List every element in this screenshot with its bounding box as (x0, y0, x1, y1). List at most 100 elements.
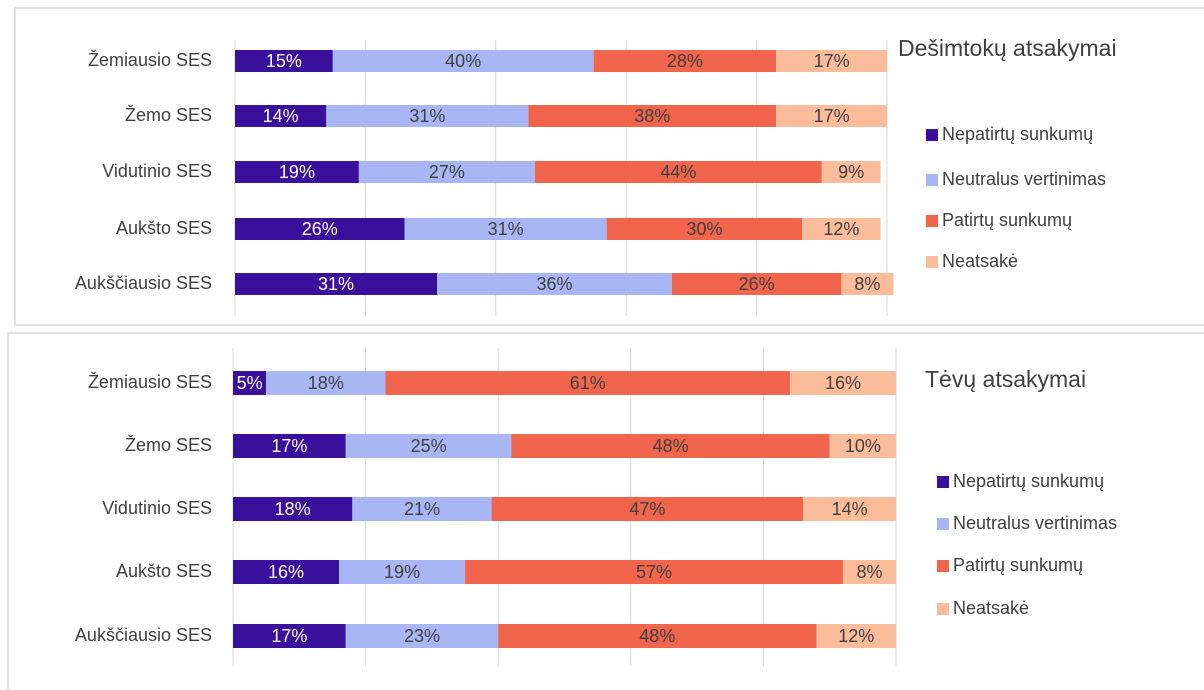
value-label: 19% (384, 562, 420, 582)
value-label: 15% (266, 51, 302, 71)
bar-segment (593, 50, 777, 72)
value-label: 17% (814, 51, 850, 71)
bar-segment (498, 624, 817, 648)
value-label: 57% (636, 562, 672, 582)
value-label: 38% (634, 106, 670, 126)
legend-swatch (937, 518, 949, 530)
value-label: 26% (302, 219, 338, 239)
bar-segment (829, 434, 896, 458)
bar-segment (352, 497, 492, 521)
bar-segment (404, 218, 607, 240)
bar-segment (776, 50, 887, 72)
value-label: 18% (275, 499, 311, 519)
bar-segment (235, 50, 333, 72)
bar-segment (233, 371, 267, 395)
value-label: 5% (237, 373, 263, 393)
bar-segment (266, 371, 386, 395)
bar-segment (385, 371, 790, 395)
legend-label: Neatsakė (942, 251, 1018, 271)
legend-swatch (926, 215, 938, 227)
chart-title: Dešimtokų atsakymai (898, 35, 1117, 61)
legend-swatch (937, 560, 949, 572)
value-label: 40% (445, 51, 481, 71)
bar-segment (233, 560, 340, 584)
category-label: Aukščiausio SES (75, 273, 212, 293)
value-label: 25% (411, 436, 447, 456)
value-label: 8% (856, 562, 882, 582)
bar-segment (358, 161, 535, 183)
legend-swatch (926, 256, 938, 268)
value-label: 61% (570, 373, 606, 393)
bar-segment (802, 218, 881, 240)
category-label: Aukšto SES (116, 218, 212, 238)
value-label: 9% (838, 162, 864, 182)
value-label: 26% (739, 274, 775, 294)
value-label: 8% (854, 274, 880, 294)
value-label: 31% (488, 219, 524, 239)
bar-segment (842, 560, 896, 584)
bar-segment (491, 497, 804, 521)
bar-segment (326, 105, 529, 127)
value-label: 10% (845, 436, 881, 456)
bar-segment (821, 161, 881, 183)
legend-label: Nepatirtų sunkumų (942, 124, 1093, 144)
bar-segment (511, 434, 830, 458)
bar-segment (671, 273, 842, 295)
bar-segment (339, 560, 466, 584)
value-label: 36% (536, 274, 572, 294)
bar-segment (235, 273, 438, 295)
category-label: Aukšto SES (116, 561, 212, 581)
value-label: 17% (814, 106, 850, 126)
value-label: 27% (429, 162, 465, 182)
value-label: 12% (823, 219, 859, 239)
value-label: 18% (308, 373, 344, 393)
category-label: Žemo SES (125, 435, 212, 455)
bar-segment (465, 560, 843, 584)
category-label: Žemiausio SES (88, 50, 212, 70)
legend-swatch (937, 476, 949, 488)
value-label: 44% (660, 162, 696, 182)
bar-segment (789, 371, 896, 395)
bar-segment (235, 105, 327, 127)
bar-segment (233, 434, 346, 458)
bar-segment (233, 624, 346, 648)
value-label: 17% (271, 626, 307, 646)
legend-label: Neatsakė (953, 598, 1029, 618)
legend-label: Patirtų sunkumų (953, 555, 1083, 575)
bar-segment (235, 161, 359, 183)
value-label: 14% (832, 499, 868, 519)
bar-segment (332, 50, 594, 72)
legend-label: Neutralus vertinimas (953, 513, 1117, 533)
value-label: 30% (686, 219, 722, 239)
bar-segment (345, 624, 499, 648)
bar-segment (345, 434, 512, 458)
value-label: 14% (263, 106, 299, 126)
value-label: 31% (318, 274, 354, 294)
bar-segment (437, 273, 672, 295)
category-label: Žemo SES (125, 105, 212, 125)
value-label: 28% (667, 51, 703, 71)
value-label: 16% (268, 562, 304, 582)
bar-segment (235, 218, 405, 240)
bar-segment (606, 218, 803, 240)
category-label: Vidutinio SES (102, 498, 212, 518)
legend-swatch (926, 129, 938, 141)
value-label: 17% (271, 436, 307, 456)
value-label: 21% (404, 499, 440, 519)
legend-label: Nepatirtų sunkumų (953, 471, 1104, 491)
bar-segment (528, 105, 777, 127)
category-label: Žemiausio SES (88, 372, 212, 392)
legend-swatch (937, 603, 949, 615)
bar-segment (534, 161, 822, 183)
value-label: 12% (838, 626, 874, 646)
value-label: 23% (404, 626, 440, 646)
bar-segment (776, 105, 887, 127)
value-label: 19% (279, 162, 315, 182)
category-label: Vidutinio SES (102, 161, 212, 181)
value-label: 47% (629, 499, 665, 519)
value-label: 48% (639, 626, 675, 646)
bar-segment (816, 624, 896, 648)
value-label: 31% (409, 106, 445, 126)
bar-segment (803, 497, 896, 521)
